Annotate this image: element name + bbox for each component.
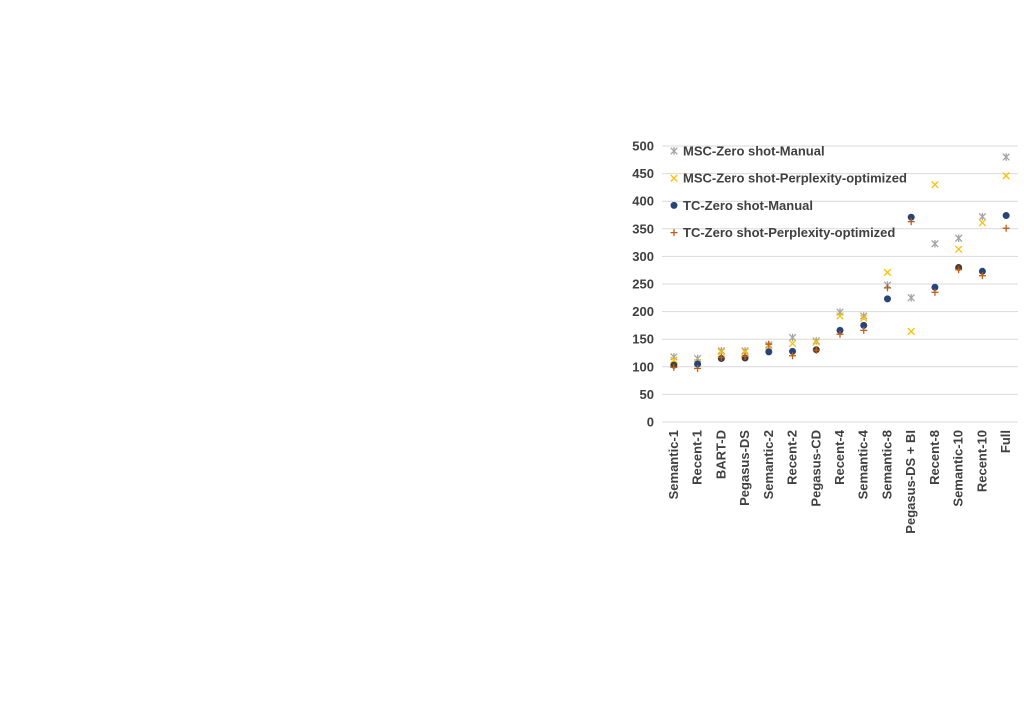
data-point xyxy=(954,234,963,242)
x-tick-label: Recent-2 xyxy=(785,430,800,485)
data-point xyxy=(789,347,797,355)
legend-marker xyxy=(670,147,678,155)
x-tick-label: Semantic-10 xyxy=(951,430,966,507)
y-tick-label: 450 xyxy=(632,166,654,181)
data-point xyxy=(883,268,892,277)
x-tick-label: Semantic-4 xyxy=(856,429,871,499)
y-tick-label: 500 xyxy=(632,139,654,154)
data-point xyxy=(812,338,821,346)
data-points xyxy=(670,153,1010,372)
data-point xyxy=(741,352,749,360)
x-tick-label: Semantic-8 xyxy=(879,430,894,499)
data-point xyxy=(765,348,773,356)
x-tick-label: Full xyxy=(998,430,1013,453)
y-axis-ticks: 0 50 100 150 200 250 300 350 400 450 500 xyxy=(632,139,654,430)
x-tick-label: Recent-8 xyxy=(927,430,942,485)
data-point xyxy=(788,339,797,348)
data-point xyxy=(978,267,986,275)
x-tick-label: Pegasus-DS xyxy=(737,430,752,506)
data-point xyxy=(954,245,963,253)
data-point xyxy=(717,348,726,356)
x-tick-label: BART-D xyxy=(713,430,728,479)
x-tick-label: Recent-1 xyxy=(690,430,705,485)
data-point xyxy=(717,346,726,355)
legend: MSC-Zero shot-Manual MSC-Zero shot-Perple… xyxy=(670,144,907,240)
data-point xyxy=(717,353,725,361)
data-point xyxy=(836,330,844,338)
data-point xyxy=(765,340,773,348)
data-point xyxy=(978,272,986,280)
y-tick-label: 250 xyxy=(632,277,654,292)
legend-marker xyxy=(670,174,678,182)
data-point xyxy=(907,213,915,221)
data-point xyxy=(670,363,678,371)
x-tick-label: Recent-4 xyxy=(832,429,847,485)
data-point xyxy=(1002,172,1010,180)
legend-marker xyxy=(670,201,678,209)
data-point xyxy=(836,312,844,320)
data-point xyxy=(836,308,844,316)
legend-label: MSC-Zero shot-Perplexity-optimized xyxy=(683,171,907,186)
data-point xyxy=(883,295,891,303)
data-point xyxy=(1002,224,1010,232)
legend-item: TC-Zero shot-Perplexity-optimized xyxy=(670,225,895,240)
legend-item: MSC-Zero shot-Perplexity-optimized xyxy=(670,171,907,186)
data-point xyxy=(836,326,844,334)
data-point xyxy=(931,288,939,296)
gridlines xyxy=(662,145,1018,423)
data-point xyxy=(931,239,939,248)
data-point xyxy=(694,364,702,372)
data-point xyxy=(907,218,915,226)
y-tick-label: 50 xyxy=(640,387,654,402)
data-point xyxy=(694,360,702,368)
data-point xyxy=(1002,212,1010,220)
data-point xyxy=(860,321,868,329)
y-tick-label: 150 xyxy=(632,332,654,347)
data-point xyxy=(670,356,678,364)
y-tick-label: 400 xyxy=(632,194,654,209)
y-tick-label: 300 xyxy=(632,249,654,264)
data-point xyxy=(741,348,749,356)
legend-label: TC-Zero shot-Manual xyxy=(683,198,813,213)
data-point xyxy=(789,352,797,360)
legend-item: MSC-Zero shot-Manual xyxy=(670,144,825,159)
x-tick-label: Pegasus-DS + BI xyxy=(903,430,918,534)
data-point xyxy=(859,314,868,322)
legend-marker xyxy=(670,229,678,237)
data-point xyxy=(812,346,820,354)
legend-label: TC-Zero shot-Perplexity-optimized xyxy=(683,225,895,240)
y-tick-label: 350 xyxy=(632,221,654,236)
data-point xyxy=(907,327,915,336)
x-tick-label: Recent-10 xyxy=(974,430,989,492)
y-tick-label: 200 xyxy=(632,304,654,319)
legend-label: MSC-Zero shot-Manual xyxy=(683,144,825,159)
y-tick-label: 0 xyxy=(647,415,654,430)
legend-item: TC-Zero shot-Manual xyxy=(670,198,813,213)
data-point xyxy=(860,326,868,334)
y-tick-label: 100 xyxy=(632,359,654,374)
data-point xyxy=(931,283,939,291)
data-point xyxy=(978,212,987,221)
data-point xyxy=(978,218,987,227)
data-point xyxy=(955,266,963,274)
x-tick-label: Pegasus-CD xyxy=(808,430,823,507)
data-point xyxy=(883,284,891,292)
x-axis-ticks: Semantic-1 Recent-1 BART-D Pegasus-DS Semant… xyxy=(666,429,1013,533)
data-point xyxy=(1002,153,1010,161)
data-point xyxy=(931,180,939,189)
x-tick-label: Semantic-2 xyxy=(761,430,776,499)
data-point xyxy=(788,333,797,342)
data-point xyxy=(907,294,915,302)
data-point xyxy=(812,337,821,345)
x-tick-label: Semantic-1 xyxy=(666,430,681,499)
